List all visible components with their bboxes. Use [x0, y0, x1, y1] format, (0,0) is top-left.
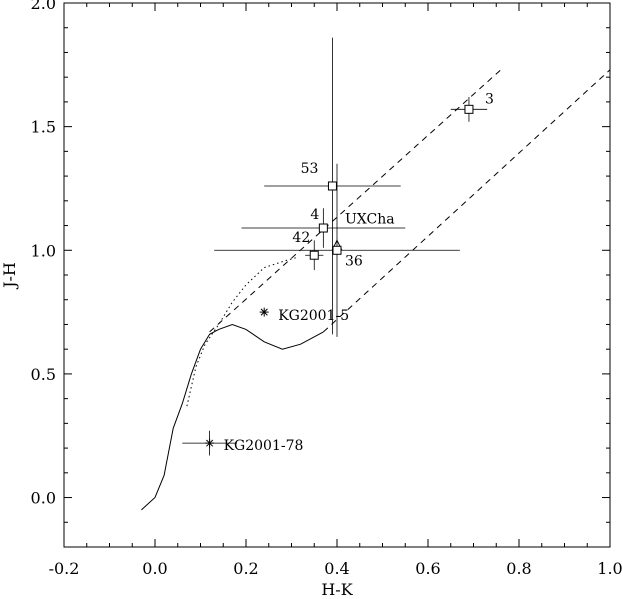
x-tick-label: 1.0	[597, 559, 622, 578]
point-label: UXCha	[345, 211, 395, 227]
square-marker	[318, 223, 328, 233]
asterisk-marker	[260, 308, 268, 316]
point-label: 36	[345, 253, 363, 269]
data-point: UXCha	[331, 211, 395, 251]
data-point: 4	[241, 207, 406, 248]
point-label: KG2001-5	[278, 308, 349, 324]
point-label: KG2001-78	[224, 438, 304, 454]
x-axis-label: H-K	[321, 580, 353, 599]
y-tick-label: 1.0	[31, 241, 56, 260]
x-tick-label: -0.2	[49, 559, 80, 578]
x-tick-label: 0.4	[324, 559, 349, 578]
x-tick-label: 0.8	[506, 559, 531, 578]
x-tick-label: 0.0	[142, 559, 167, 578]
data-point: 3	[450, 91, 494, 122]
giant-branch-line	[186, 257, 297, 407]
data-point: 36	[214, 163, 460, 337]
data-point: KG2001-78	[182, 430, 304, 456]
square-marker	[327, 181, 337, 191]
data-point: KG2001-5	[259, 307, 349, 324]
y-tick-label: 0.5	[31, 365, 56, 384]
y-axis-label: J-H	[0, 262, 19, 290]
x-tick-label: 0.2	[233, 559, 258, 578]
data-points: 3 53 4 UXCha 42 36 KG2001-5 KG2001-78	[182, 37, 494, 456]
square-marker	[309, 250, 319, 260]
y-tick-label: 2.0	[31, 0, 56, 13]
x-tick-label: 0.6	[415, 559, 440, 578]
reddening-lower-line	[323, 69, 611, 333]
data-point: 42	[292, 230, 324, 271]
y-tick-label: 1.5	[31, 118, 56, 137]
axis-ticks: -0.2 0.0 0.2 0.4 0.6 0.8 1.0 0.0 0.5 1.0 1.5 2.0	[31, 0, 623, 578]
asterisk-marker	[206, 439, 214, 447]
point-label: 53	[301, 161, 319, 177]
point-label: 3	[485, 91, 494, 107]
reference-lines	[141, 69, 611, 511]
square-marker	[332, 245, 342, 255]
y-tick-label: 0.0	[31, 489, 56, 508]
point-label: 4	[310, 207, 319, 223]
point-label: 42	[292, 230, 310, 246]
main-sequence-line	[141, 323, 324, 511]
square-marker	[464, 104, 474, 114]
data-point: 53	[264, 37, 401, 335]
